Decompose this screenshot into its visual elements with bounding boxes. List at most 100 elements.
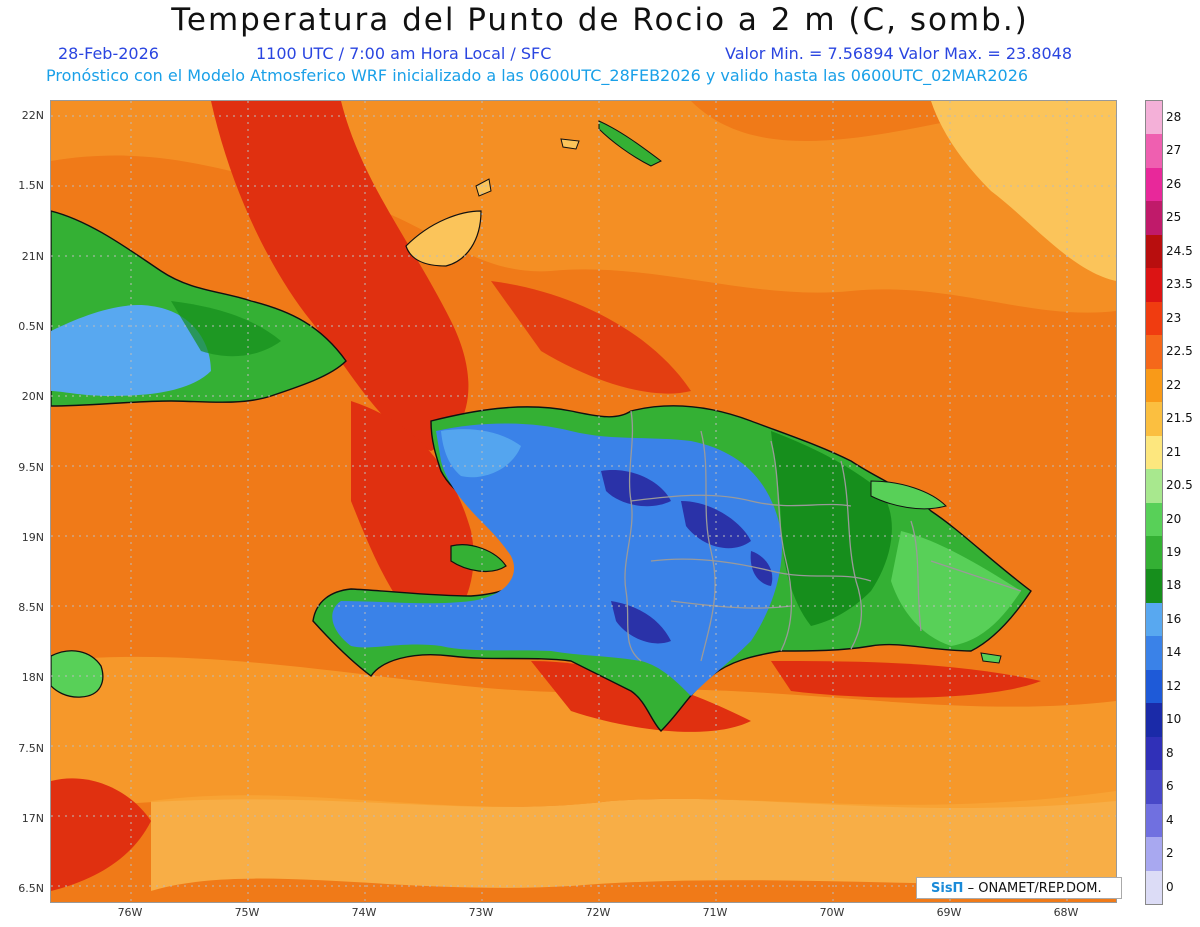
legend-swatch (1146, 803, 1162, 838)
legend-label: 21 (1166, 444, 1182, 459)
ocean-red-windward (351, 401, 474, 641)
lat-tick-label: 21N (21, 249, 44, 263)
legend-label: 22.5 (1166, 344, 1193, 359)
hispaniola-dark-blue-1 (601, 470, 671, 507)
ocean-red-north (491, 281, 691, 394)
lat-tick-label: 7.5N (18, 741, 44, 755)
legend-swatch (1146, 636, 1162, 671)
legend-swatch (1146, 703, 1162, 738)
lat-tick-label: 22N (21, 109, 44, 122)
lat-tick-label: 19N (21, 530, 44, 544)
lon-tick-label: 71W (702, 906, 728, 919)
saona-island (980, 652, 1002, 664)
lon-tick-label: 69W (936, 906, 962, 919)
lat-tick-label: 1.5N (18, 179, 44, 193)
legend-swatch (1146, 268, 1162, 303)
legend-label: 14 (1166, 645, 1182, 660)
legend-label: 24.5 (1166, 243, 1193, 258)
turks-small (560, 138, 580, 150)
legend-swatch (1146, 602, 1162, 637)
legend-label: 20 (1166, 511, 1182, 526)
credit-text: – ONAMET/REP.DOM. (967, 881, 1102, 896)
legend-swatch (1146, 201, 1162, 236)
lat-tick-label: 6.5N (18, 882, 44, 896)
legend-swatch (1146, 870, 1162, 905)
jamaica-island (51, 650, 104, 698)
map-canvas (51, 101, 1116, 902)
lon-tick-label: 73W (468, 906, 494, 919)
lat-tick-label: 17N (21, 812, 44, 825)
hispaniola-blue (332, 423, 782, 696)
dewpoint-map (50, 100, 1117, 903)
lat-tick-label: 8.5N (18, 601, 44, 615)
gonave-island (450, 544, 507, 573)
legend-label: 19 (1166, 544, 1182, 559)
lat-tick-label: 20N (21, 390, 44, 404)
little-inagua (475, 178, 492, 197)
legend-swatch (1146, 736, 1162, 771)
legend-swatch (1146, 837, 1162, 872)
lat-tick-label: 18N (21, 671, 44, 685)
forecast-time: 1100 UTC / 7:00 am Hora Local / SFC (256, 44, 552, 63)
ocean-light-south (51, 656, 1116, 811)
legend-label: 21.5 (1166, 411, 1193, 426)
lat-tick-label: 0.5N (18, 319, 44, 333)
turks-caicos (598, 120, 662, 167)
legend-label: 22 (1166, 377, 1182, 392)
ocean-pale-ne (931, 101, 1116, 281)
legend-label: 27 (1166, 143, 1182, 158)
legend-label: 0 (1166, 879, 1174, 894)
great-inagua (405, 210, 482, 267)
samana-peninsula (870, 480, 947, 510)
legend-swatch (1146, 101, 1162, 135)
legend-label: 23.5 (1166, 277, 1193, 292)
cuba-dark-green (171, 301, 281, 357)
ocean-red-west (211, 101, 469, 451)
ocean-red-sw (51, 778, 151, 891)
hispaniola-east-green (771, 431, 892, 626)
hispaniola-east-light (891, 531, 1021, 646)
legend-swatch (1146, 234, 1162, 269)
lon-tick-label: 75W (234, 906, 260, 919)
cuba-blue-area (51, 305, 211, 396)
forecast-info: Pronóstico con el Modelo Atmosferico WRF… (46, 66, 1029, 85)
lat-tick-label: 9.5N (18, 460, 44, 474)
hispaniola-dark-blue-3 (611, 601, 671, 644)
legend-label: 6 (1166, 779, 1174, 794)
hispaniola-dark-blue-2 (681, 501, 751, 549)
legend-swatch (1146, 335, 1162, 370)
legend-swatch (1146, 368, 1162, 403)
min-max-values: Valor Min. = 7.56894 Valor Max. = 23.804… (725, 44, 1073, 63)
hispaniola-light-blue (441, 429, 521, 478)
lon-tick-label: 74W (351, 906, 377, 919)
legend-swatch (1146, 301, 1162, 336)
legend-label: 20.5 (1166, 478, 1193, 493)
sispi-logo: SisΠ (931, 881, 964, 896)
legend-swatch (1146, 134, 1162, 169)
lon-tick-label: 70W (819, 906, 845, 919)
legend-label: 26 (1166, 176, 1182, 191)
legend-label: 23 (1166, 310, 1182, 325)
legend-label: 16 (1166, 611, 1182, 626)
legend-swatch (1146, 770, 1162, 805)
legend-label: 12 (1166, 678, 1182, 693)
province-borders (624, 410, 1022, 662)
legend-swatch (1146, 469, 1162, 503)
forecast-date: 28-Feb-2026 (58, 44, 159, 63)
color-legend (1145, 100, 1163, 905)
legend-label: 18 (1166, 578, 1182, 593)
legend-swatch (1146, 167, 1162, 202)
lon-tick-label: 76W (117, 906, 143, 919)
legend-label: 4 (1166, 812, 1174, 827)
lon-tick-label: 68W (1053, 906, 1079, 919)
legend-swatch (1146, 569, 1162, 604)
ocean-pale-south (151, 791, 1116, 891)
legend-label: 25 (1166, 210, 1182, 225)
legend-label: 28 (1166, 110, 1182, 124)
legend-swatch (1146, 535, 1162, 570)
legend-label: 2 (1166, 846, 1174, 861)
lon-tick-label: 72W (585, 906, 611, 919)
ocean-red-se (771, 661, 1041, 698)
graticule (51, 101, 1116, 902)
legend-label: 8 (1166, 745, 1174, 760)
